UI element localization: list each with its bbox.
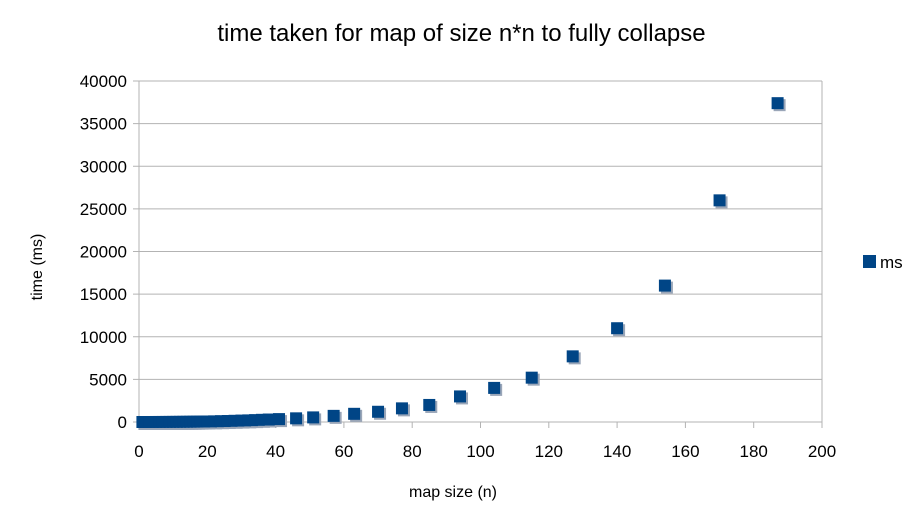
data-point <box>290 412 303 425</box>
axes <box>133 80 823 428</box>
x-tick-label: 200 <box>808 442 836 461</box>
y-tick-labels: 0 5000 10000 15000 20000 25000 30000 35000 40000 <box>80 72 127 432</box>
data-point <box>423 398 436 411</box>
data-point <box>273 413 286 426</box>
data-point <box>262 413 275 426</box>
x-tick-label: 140 <box>603 442 631 461</box>
data-point <box>525 371 538 384</box>
data-point <box>488 381 501 394</box>
x-tick-label: 80 <box>403 442 422 461</box>
x-axis-title: map size (n) <box>409 484 497 501</box>
y-tick-label: 5000 <box>89 370 127 389</box>
y-tick-label: 20000 <box>80 243 127 262</box>
x-tick-label: 0 <box>134 442 143 461</box>
y-tick-label: 30000 <box>80 157 127 176</box>
data-point <box>454 390 467 403</box>
data-point <box>307 411 320 424</box>
x-tick-label: 40 <box>266 442 285 461</box>
data-point <box>611 322 624 335</box>
data-point <box>327 409 340 422</box>
y-tick-label: 40000 <box>80 72 127 91</box>
data-point <box>771 97 784 110</box>
x-tick-labels: 0 20 40 60 80 100 120 140 160 180 200 <box>134 442 836 461</box>
x-tick-label: 180 <box>740 442 768 461</box>
y-tick-label: 10000 <box>80 328 127 347</box>
x-tick-label: 160 <box>671 442 699 461</box>
data-point <box>372 405 385 418</box>
data-point <box>713 194 726 207</box>
y-tick-label: 0 <box>118 413 127 432</box>
data-point <box>395 402 408 415</box>
y-tick-label: 25000 <box>80 200 127 219</box>
x-tick-label: 20 <box>198 442 217 461</box>
y-tick-label: 15000 <box>80 285 127 304</box>
legend: ms <box>863 253 903 272</box>
data-point <box>658 279 671 292</box>
x-tick-label: 60 <box>334 442 353 461</box>
data-points <box>136 97 786 430</box>
chart-title: time taken for map of size n*n to fully … <box>217 20 706 47</box>
x-tick-label: 100 <box>466 442 494 461</box>
y-tick-label: 35000 <box>80 115 127 134</box>
data-point <box>348 407 361 420</box>
y-axis-title: time (ms) <box>29 234 46 301</box>
data-point <box>566 350 579 363</box>
x-tick-label: 120 <box>535 442 563 461</box>
legend-label: ms <box>880 253 903 272</box>
gridlines <box>139 80 822 423</box>
data-point <box>249 414 262 427</box>
legend-marker <box>863 255 876 268</box>
